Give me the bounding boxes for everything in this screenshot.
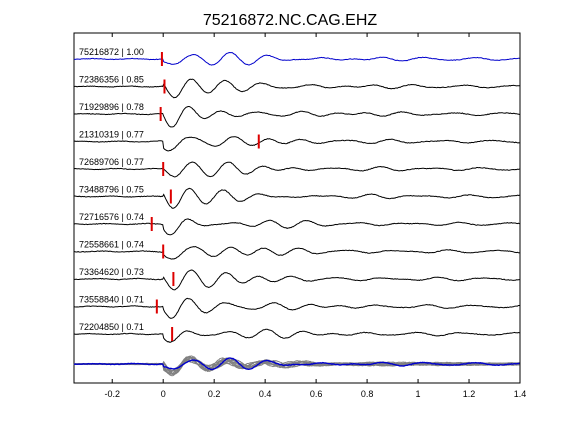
trace-label-72716576: 72716576 | 0.74 [79,212,144,222]
pick-marker-group [150,52,260,341]
x-tick-label: 0.8 [361,389,374,399]
chart-title: 75216872.NC.CAG.EHZ [203,12,378,29]
trace-label-72386356: 72386356 | 0.85 [79,75,144,85]
trace-label-71929896: 71929896 | 0.78 [79,102,144,112]
trace-line-75216872 [73,51,520,66]
trace-line-72386356 [73,78,520,99]
x-tick-label: 0 [161,389,166,399]
trace-line-73488796 [73,187,520,209]
trace-label-72204850: 72204850 | 0.71 [79,322,144,332]
trace-label-73488796: 73488796 | 0.75 [79,185,144,195]
trace-line-73558840 [73,297,520,319]
x-tick-label: 1.2 [463,389,476,399]
stack-overlay [73,355,520,377]
trace-label-72558661: 72558661 | 0.74 [79,240,144,250]
trace-label-75216872: 75216872 | 1.00 [79,47,144,57]
trace-group [73,51,520,343]
trace-line-71929896 [73,106,520,128]
x-tick-label: 0.4 [259,389,272,399]
x-tick-label: 1 [416,389,421,399]
trace-label-73364620: 73364620 | 0.73 [79,267,144,277]
trace-line-73364620 [73,269,520,291]
x-axis: -0.2 0 0.2 0.4 0.6 0.8 1 1.2 1.4 [104,33,526,399]
trace-line-21310319 [73,136,520,152]
trace-label-72689706: 72689706 | 0.77 [79,157,144,167]
x-tick-label: 0.2 [208,389,221,399]
plot-frame [73,32,521,384]
trace-label-group: 75216872 | 1.00 72386356 | 0.85 71929896 |… [79,47,144,332]
x-tick-label: 0.6 [310,389,323,399]
trace-label-21310319: 21310319 | 0.77 [79,130,144,140]
x-tick-label: -0.2 [104,389,120,399]
trace-line-72716576 [73,218,520,236]
trace-line-72689706 [73,161,520,178]
stack-reference-trace [73,357,520,371]
trace-label-73558840: 73558840 | 0.71 [79,295,144,305]
trace-line-72204850 [73,328,520,343]
x-tick-label: 1.4 [514,389,527,399]
trace-line-72558661 [73,245,520,260]
